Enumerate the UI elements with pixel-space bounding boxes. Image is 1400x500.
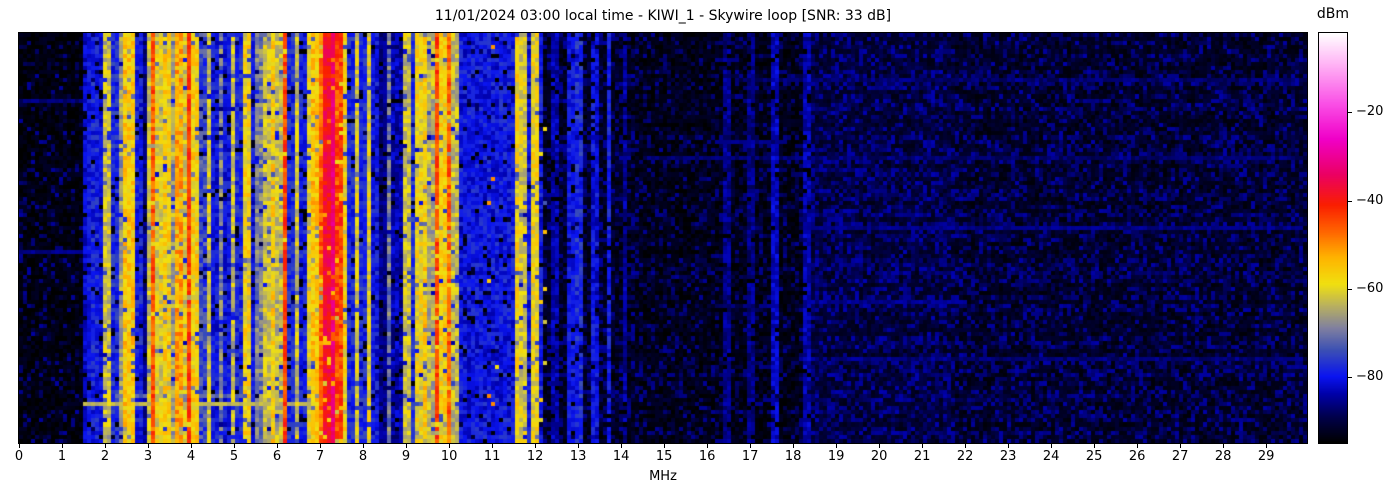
x-tick-label: 7: [315, 449, 325, 464]
x-tick-mark: [105, 444, 106, 448]
x-tick-label: 26: [1128, 449, 1146, 464]
x-tick-mark: [578, 444, 580, 448]
colorbar-label: dBm: [1316, 6, 1350, 22]
x-tick-mark: [1051, 444, 1053, 448]
plot-title: 11/01/2024 03:00 local time - KIWI_1 - S…: [434, 8, 892, 24]
colorbar-tick-mark: [1348, 200, 1352, 202]
x-tick-mark: [277, 444, 278, 448]
colorbar-canvas: [1319, 33, 1347, 443]
x-tick-mark: [965, 444, 967, 448]
x-tick-mark: [191, 444, 192, 448]
x-tick-mark: [836, 444, 838, 448]
x-tick-label: 10: [440, 449, 458, 464]
x-tick-label: 0: [14, 449, 24, 464]
x-tick-mark: [750, 444, 752, 448]
x-tick-label: 5: [229, 449, 239, 464]
x-tick-label: 18: [784, 449, 802, 464]
x-tick-mark: [664, 444, 666, 448]
x-axis-label: MHz: [649, 469, 677, 484]
x-tick-label: 9: [401, 449, 411, 464]
x-tick-label: 25: [1085, 449, 1103, 464]
x-tick-mark: [19, 444, 20, 448]
colorbar-tick-mark: [1348, 288, 1352, 290]
x-tick-label: 6: [272, 449, 282, 464]
x-tick-label: 24: [1042, 449, 1060, 464]
x-tick-mark: [1266, 444, 1268, 448]
x-tick-label: 23: [999, 449, 1017, 464]
colorbar: [1318, 32, 1348, 444]
x-tick-label: 11: [483, 449, 501, 464]
colorbar-tick-label: −40: [1356, 192, 1384, 208]
x-tick-label: 13: [569, 449, 587, 464]
x-tick-label: 17: [741, 449, 759, 464]
x-tick-mark: [320, 444, 321, 448]
x-tick-label: 22: [956, 449, 974, 464]
x-tick-mark: [449, 444, 451, 448]
x-tick-mark: [1008, 444, 1010, 448]
x-tick-label: 3: [143, 449, 153, 464]
colorbar-tick-label: −80: [1356, 368, 1384, 384]
x-tick-label: 15: [655, 449, 673, 464]
x-tick-label: 28: [1214, 449, 1232, 464]
x-tick-label: 20: [870, 449, 888, 464]
x-tick-mark: [1094, 444, 1096, 448]
x-tick-mark: [922, 444, 924, 448]
x-tick-label: 14: [612, 449, 630, 464]
x-tick-label: 8: [358, 449, 368, 464]
x-tick-mark: [535, 444, 537, 448]
x-tick-label: 29: [1257, 449, 1275, 464]
colorbar-tick-label: −60: [1356, 280, 1384, 296]
x-tick-mark: [1180, 444, 1182, 448]
spectrogram-canvas: [19, 33, 1307, 443]
x-tick-mark: [148, 444, 149, 448]
x-tick-mark: [492, 444, 494, 448]
colorbar-tick-mark: [1348, 376, 1352, 378]
x-tick-label: 21: [913, 449, 931, 464]
x-tick-mark: [406, 444, 407, 448]
x-tick-mark: [621, 444, 623, 448]
x-tick-label: 12: [526, 449, 544, 464]
x-tick-label: 2: [100, 449, 110, 464]
x-tick-label: 16: [698, 449, 716, 464]
x-tick-label: 27: [1171, 449, 1189, 464]
x-tick-mark: [879, 444, 881, 448]
x-tick-label: 4: [186, 449, 196, 464]
x-tick-mark: [1137, 444, 1139, 448]
x-tick-mark: [363, 444, 364, 448]
x-tick-mark: [234, 444, 235, 448]
x-tick-mark: [1223, 444, 1225, 448]
x-tick-label: 19: [827, 449, 845, 464]
colorbar-tick-mark: [1348, 112, 1352, 114]
x-tick-mark: [707, 444, 709, 448]
x-tick-mark: [62, 444, 63, 448]
x-tick-mark: [793, 444, 795, 448]
spectrogram-plot-area: [18, 32, 1308, 444]
colorbar-tick-label: −20: [1356, 104, 1384, 120]
x-tick-label: 1: [57, 449, 67, 464]
